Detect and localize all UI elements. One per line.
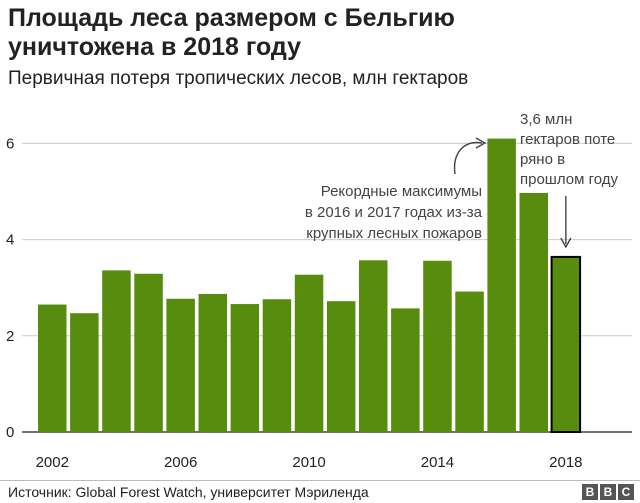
annotation-2018-line: 3,6 млн [520,111,572,128]
x-tick-label: 2014 [421,454,454,471]
bar-2002 [38,304,67,432]
bar-2006 [166,298,195,432]
bar-2007 [198,293,227,432]
annotations: Рекордные максимумы в 2016 и 2017 годах и… [305,111,618,249]
annotation-fires-line: крупных лесных пожаров [306,225,482,242]
bar-2015 [455,291,484,432]
y-tick-label: 6 [6,135,14,152]
annotation-fires-line: Рекордные максимумы [321,183,482,200]
bbc-logo: B B C [582,484,634,500]
bar-2005 [134,273,163,432]
source-note: Источник: Global Forest Watch, университ… [8,484,369,500]
chart-title: Площадь леса размером с Бельгию уничтоже… [8,4,632,62]
annotation-2018-line: гектаров поте [520,131,615,148]
chart-subtitle: Первичная потеря тропических лесов, млн … [8,68,469,89]
annotation-2018-line: прошлом году [520,171,618,188]
bbc-logo-letter: B [600,484,616,500]
bar-2013 [391,308,420,432]
bar-2012 [359,260,388,432]
bbc-logo-letter: B [582,484,598,500]
y-tick-label: 4 [6,232,14,249]
chart-title-line-2: уничтожена в 2018 году [8,33,301,61]
annotation-fires-line: в 2016 и 2017 годах из-за [305,204,483,221]
x-tick-label: 2010 [292,454,325,471]
x-axis-ticks: 2002 2006 2010 2014 2018 [36,454,583,471]
annotation-2018-arrowhead [560,237,572,249]
annotation-2018-line: ряно в [520,151,565,168]
bar-2011 [326,301,356,432]
x-tick-label: 2018 [549,454,582,471]
bars [38,138,582,433]
bbc-logo-letter: C [618,484,634,500]
bar-chart: 0 2 4 6 2002 2006 2010 2014 2018 Рекордные макс… [6,111,632,471]
x-tick-label: 2002 [36,454,69,471]
bar-2010 [294,274,324,432]
bar-2014 [423,260,452,432]
y-tick-label: 2 [6,328,14,345]
y-tick-label: 0 [6,424,14,441]
annotation-fires-arrowhead [475,137,487,149]
bar-2009 [262,299,292,432]
x-tick-label: 2006 [164,454,197,471]
footer-divider [0,480,640,481]
bar-2017 [519,192,548,432]
chart-title-line-1: Площадь леса размером с Бельгию [8,4,455,32]
bar-2003 [70,313,99,432]
bar-2018 [550,255,582,433]
bar-2008 [230,304,260,432]
annotation-fires-arrow [453,141,483,175]
bar-2004 [102,270,131,432]
bar-2016 [487,138,516,432]
